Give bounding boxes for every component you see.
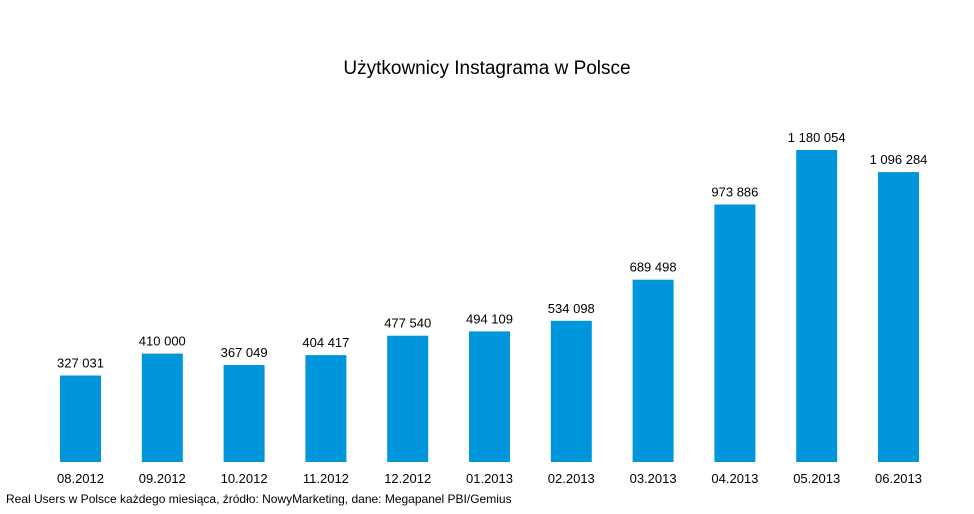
category-label-02.2013: 02.2013: [548, 471, 595, 486]
value-label-04.2013: 973 886: [711, 185, 758, 200]
category-label-06.2013: 06.2013: [875, 471, 922, 486]
value-label-09.2012: 410 000: [139, 334, 186, 349]
bar-12.2012: [387, 335, 429, 462]
category-label-03.2013: 03.2013: [630, 471, 677, 486]
bar-09.2012: [141, 353, 183, 462]
value-label-02.2013: 534 098: [548, 301, 595, 316]
bar-01.2013: [469, 331, 510, 462]
category-label-12.2012: 12.2012: [384, 471, 431, 486]
category-label-05.2013: 05.2013: [793, 471, 840, 486]
value-label-01.2013: 494 109: [466, 311, 513, 326]
category-labels-layer: 08.2012 09.2012 10.2012 11.2012 12.2012 01.20…: [57, 471, 922, 486]
chart-caption: Real Users w Polsce każdego miesiąca, źr…: [6, 492, 512, 506]
category-label-11.2012: 11.2012: [303, 471, 349, 486]
value-label-06.2013: 1 096 284: [870, 152, 928, 167]
bar-04.2013: [714, 204, 756, 462]
bar-06.2013: [878, 172, 919, 462]
category-label-08.2012: 08.2012: [57, 471, 104, 486]
value-label-12.2012: 477 540: [384, 316, 431, 331]
bar-02.2013: [550, 320, 592, 462]
bar-03.2013: [632, 279, 674, 462]
category-label-09.2012: 09.2012: [139, 471, 186, 486]
value-label-10.2012: 367 049: [221, 345, 268, 360]
bar-10.2012: [223, 365, 265, 462]
category-label-01.2013: 01.2013: [466, 471, 513, 486]
value-label-05.2013: 1 180 054: [788, 130, 846, 145]
value-labels-layer: 327 031 410 000 367 049 404 417 477 540 494 1…: [57, 130, 927, 371]
value-label-08.2012: 327 031: [57, 356, 104, 371]
chart-title: Użytkownicy Instagrama w Polsce: [343, 58, 631, 79]
category-label-04.2013: 04.2013: [711, 471, 758, 486]
category-label-10.2012: 10.2012: [221, 471, 268, 486]
value-label-11.2012: 404 417: [302, 335, 349, 350]
bar-08.2012: [60, 375, 101, 462]
bar-11.2012: [305, 355, 347, 462]
bar-05.2013: [796, 150, 838, 462]
value-label-03.2013: 689 498: [630, 260, 677, 275]
bars-layer: [60, 150, 919, 462]
